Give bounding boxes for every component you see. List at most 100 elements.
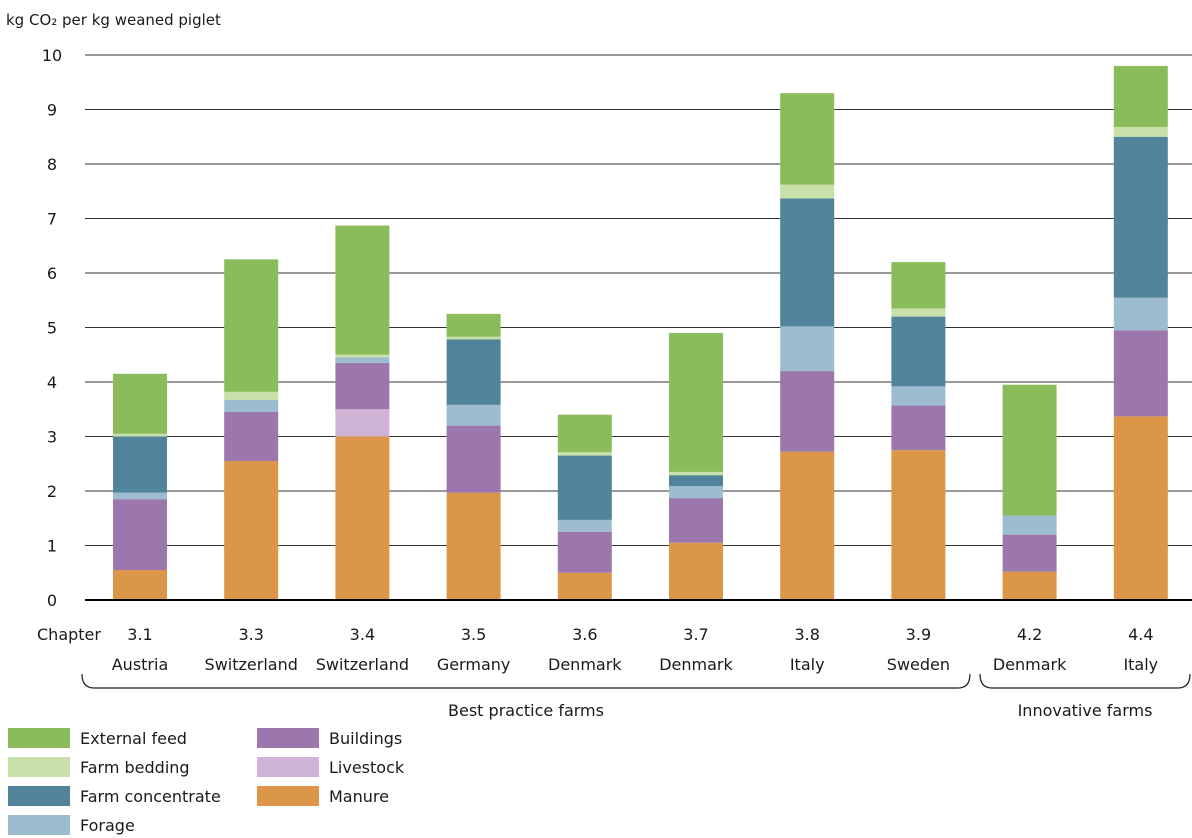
- chapter-tick-label: 3.5: [461, 625, 486, 644]
- y-tick-label: 2: [47, 482, 57, 501]
- country-tick-label: Switzerland: [205, 655, 298, 674]
- bar-segment-external-feed: [891, 262, 946, 309]
- y-tick-label: 7: [47, 210, 57, 229]
- y-tick-label: 5: [47, 319, 57, 338]
- bar-segment-farm-bedding: [780, 184, 835, 199]
- bar-segment-forage: [446, 404, 501, 426]
- bars: [113, 65, 1168, 600]
- chapter-tick-label: 3.6: [572, 625, 597, 644]
- bar-segment-farm-concentrate: [446, 339, 501, 405]
- chapter-tick-label: 3.3: [238, 625, 263, 644]
- bar-segment-buildings: [1113, 330, 1168, 417]
- chapter-label: Chapter: [37, 625, 101, 644]
- bar-segment-farm-bedding: [557, 452, 612, 456]
- legend-label: Forage: [80, 816, 135, 835]
- chapter-tick-label: 3.4: [350, 625, 375, 644]
- country-tick-label: Italy: [1123, 655, 1158, 674]
- bar-segment-manure: [1002, 571, 1057, 600]
- country-tick-label: Sweden: [887, 655, 950, 674]
- bar-segment-external-feed: [1002, 384, 1057, 516]
- bar-segment-farm-concentrate: [1113, 136, 1168, 298]
- bar-segment-buildings: [780, 371, 835, 452]
- bar-segment-external-feed: [1113, 65, 1168, 127]
- group-label: Innovative farms: [1018, 701, 1153, 720]
- bar-segment-farm-bedding: [446, 336, 501, 340]
- country-tick-label: Denmark: [659, 655, 733, 674]
- bar-segment-manure: [891, 450, 946, 600]
- chapter-tick-label: 3.7: [683, 625, 708, 644]
- y-tick-label: 6: [47, 264, 57, 283]
- bar-segment-farm-bedding: [891, 308, 946, 317]
- bar-segment-manure: [224, 461, 279, 600]
- legend-label: Manure: [329, 787, 389, 806]
- bar-segment-forage: [557, 519, 612, 532]
- legend-swatch: [8, 786, 70, 806]
- bar-segment-farm-concentrate: [891, 316, 946, 387]
- bar-segment-forage: [669, 486, 723, 499]
- bar-segment-buildings: [335, 362, 390, 410]
- category-labels: 3.1 Austria 3.3 Switzerland 3.4 Switzerland 3.…: [112, 625, 1158, 674]
- bar-segment-farm-bedding: [113, 433, 167, 437]
- group-label: Best practice farms: [448, 701, 604, 720]
- bar-segment-manure: [446, 492, 501, 600]
- bar-segment-manure: [335, 436, 390, 600]
- y-axis-label: kg CO₂ per kg weaned piglet: [6, 11, 221, 29]
- bar-segment-forage: [224, 399, 279, 412]
- legend-label: Farm concentrate: [80, 787, 221, 806]
- bar-segment-buildings: [446, 425, 501, 493]
- bar-segment-forage: [335, 357, 390, 363]
- legend-swatch: [257, 728, 319, 748]
- legend-swatch: [257, 786, 319, 806]
- y-tick-label: 4: [47, 373, 57, 392]
- y-tick-label: 0: [47, 591, 57, 610]
- bar-segment-manure: [780, 451, 835, 600]
- bar-segment-forage: [780, 326, 835, 372]
- legend-swatch: [8, 728, 70, 748]
- bar-segment-farm-bedding: [224, 391, 279, 400]
- country-tick-label: Austria: [112, 655, 169, 674]
- bar-segment-farm-concentrate: [780, 198, 835, 327]
- bar-segment-manure: [669, 542, 723, 600]
- bar-segment-external-feed: [113, 373, 167, 434]
- bar-segment-forage: [1113, 297, 1168, 331]
- bar-segment-buildings: [113, 499, 167, 571]
- chapter-tick-label: 3.8: [794, 625, 819, 644]
- bar-segment-manure: [113, 570, 167, 600]
- bar-segment-farm-concentrate: [113, 436, 167, 493]
- country-tick-label: Switzerland: [316, 655, 409, 674]
- country-tick-label: Denmark: [548, 655, 622, 674]
- y-tick-label: 3: [47, 428, 57, 447]
- bar-segment-farm-bedding: [335, 354, 390, 358]
- legend-swatch: [257, 757, 319, 777]
- group-bracket: [81, 673, 971, 689]
- bar-segment-buildings: [224, 411, 279, 462]
- bar-segment-farm-bedding: [1113, 126, 1168, 137]
- bar-segment-farm-concentrate: [557, 455, 612, 520]
- bar-segment-livestock: [335, 409, 390, 437]
- chapter-tick-label: 4.4: [1128, 625, 1153, 644]
- y-tick-label: 1: [47, 537, 57, 556]
- y-tick-label: 9: [47, 101, 57, 120]
- legend-label: External feed: [80, 729, 187, 748]
- y-tick-label: 10: [42, 46, 62, 65]
- legend-label: Livestock: [329, 758, 405, 777]
- legend-swatch: [8, 815, 70, 835]
- bar-segment-forage: [891, 386, 946, 406]
- chapter-tick-label: 4.2: [1017, 625, 1042, 644]
- chapter-tick-label: 3.1: [127, 625, 152, 644]
- bar-segment-buildings: [891, 405, 946, 451]
- bar-segment-external-feed: [446, 313, 501, 337]
- bar-segment-buildings: [669, 498, 723, 543]
- bar-segment-external-feed: [780, 93, 835, 185]
- bar-segment-external-feed: [224, 259, 279, 392]
- bar-segment-buildings: [557, 531, 612, 573]
- group-brackets: Best practice farms Innovative farms: [81, 673, 1191, 720]
- bar-segment-farm-concentrate: [669, 475, 723, 487]
- chapter-tick-label: 3.9: [906, 625, 931, 644]
- legend-label: Farm bedding: [80, 758, 190, 777]
- legend: External feed Farm bedding Farm concentrat…: [8, 728, 405, 835]
- country-tick-label: Italy: [790, 655, 825, 674]
- country-tick-label: Germany: [437, 655, 511, 674]
- bar-segment-farm-bedding: [669, 471, 723, 476]
